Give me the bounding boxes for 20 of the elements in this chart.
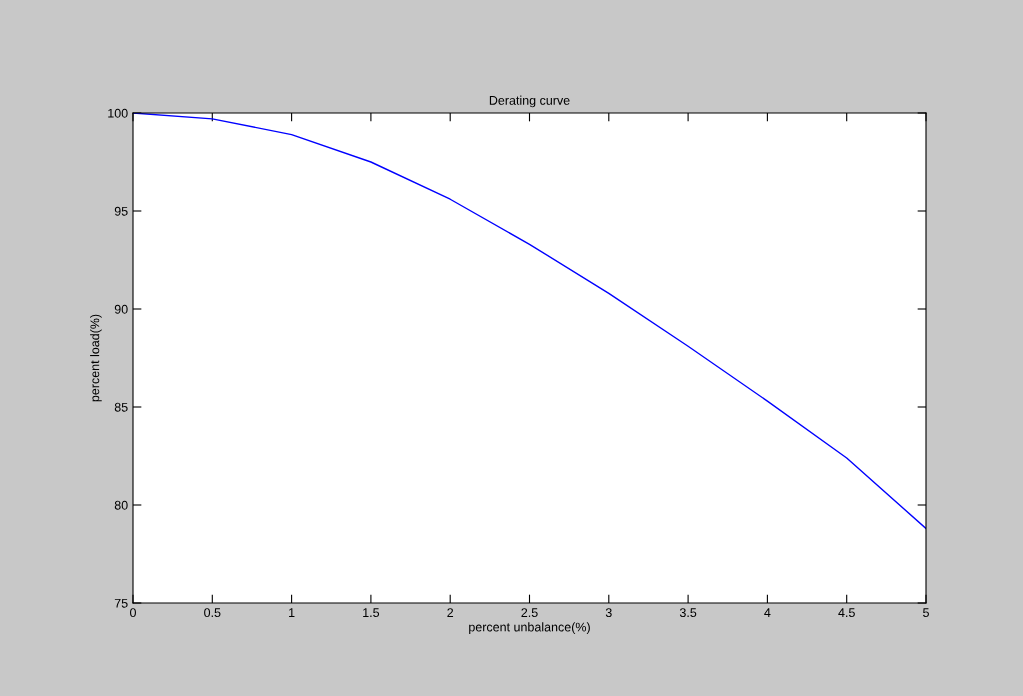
y-tick-label: 95 — [114, 206, 128, 216]
x-tick-label: 0.5 — [204, 608, 221, 618]
x-tick-label: 4.5 — [838, 608, 855, 618]
x-tick-label: 1.5 — [363, 608, 380, 618]
x-axis-title: percent unbalance(%) — [469, 622, 590, 634]
x-tick-label: 1 — [289, 608, 295, 617]
x-tick-label: 2.5 — [521, 608, 538, 618]
x-tick-label: 2 — [447, 608, 454, 617]
x-tick-label: 5 — [923, 608, 929, 618]
x-tick-label: 3.5 — [679, 608, 697, 618]
y-tick-label: 90 — [114, 304, 128, 314]
chart-title: Derating curve — [489, 95, 570, 108]
y-tick-label: 100 — [108, 108, 128, 118]
x-tick-label: 3 — [605, 608, 612, 618]
y-tick-label: 85 — [114, 402, 128, 412]
y-tick-label: 75 — [114, 598, 128, 608]
x-tick-label: 4 — [764, 608, 771, 617]
y-axis-title: percent load(%) — [90, 314, 102, 402]
y-tick-label: 80 — [114, 500, 128, 510]
x-tick-label: 0 — [130, 608, 136, 618]
